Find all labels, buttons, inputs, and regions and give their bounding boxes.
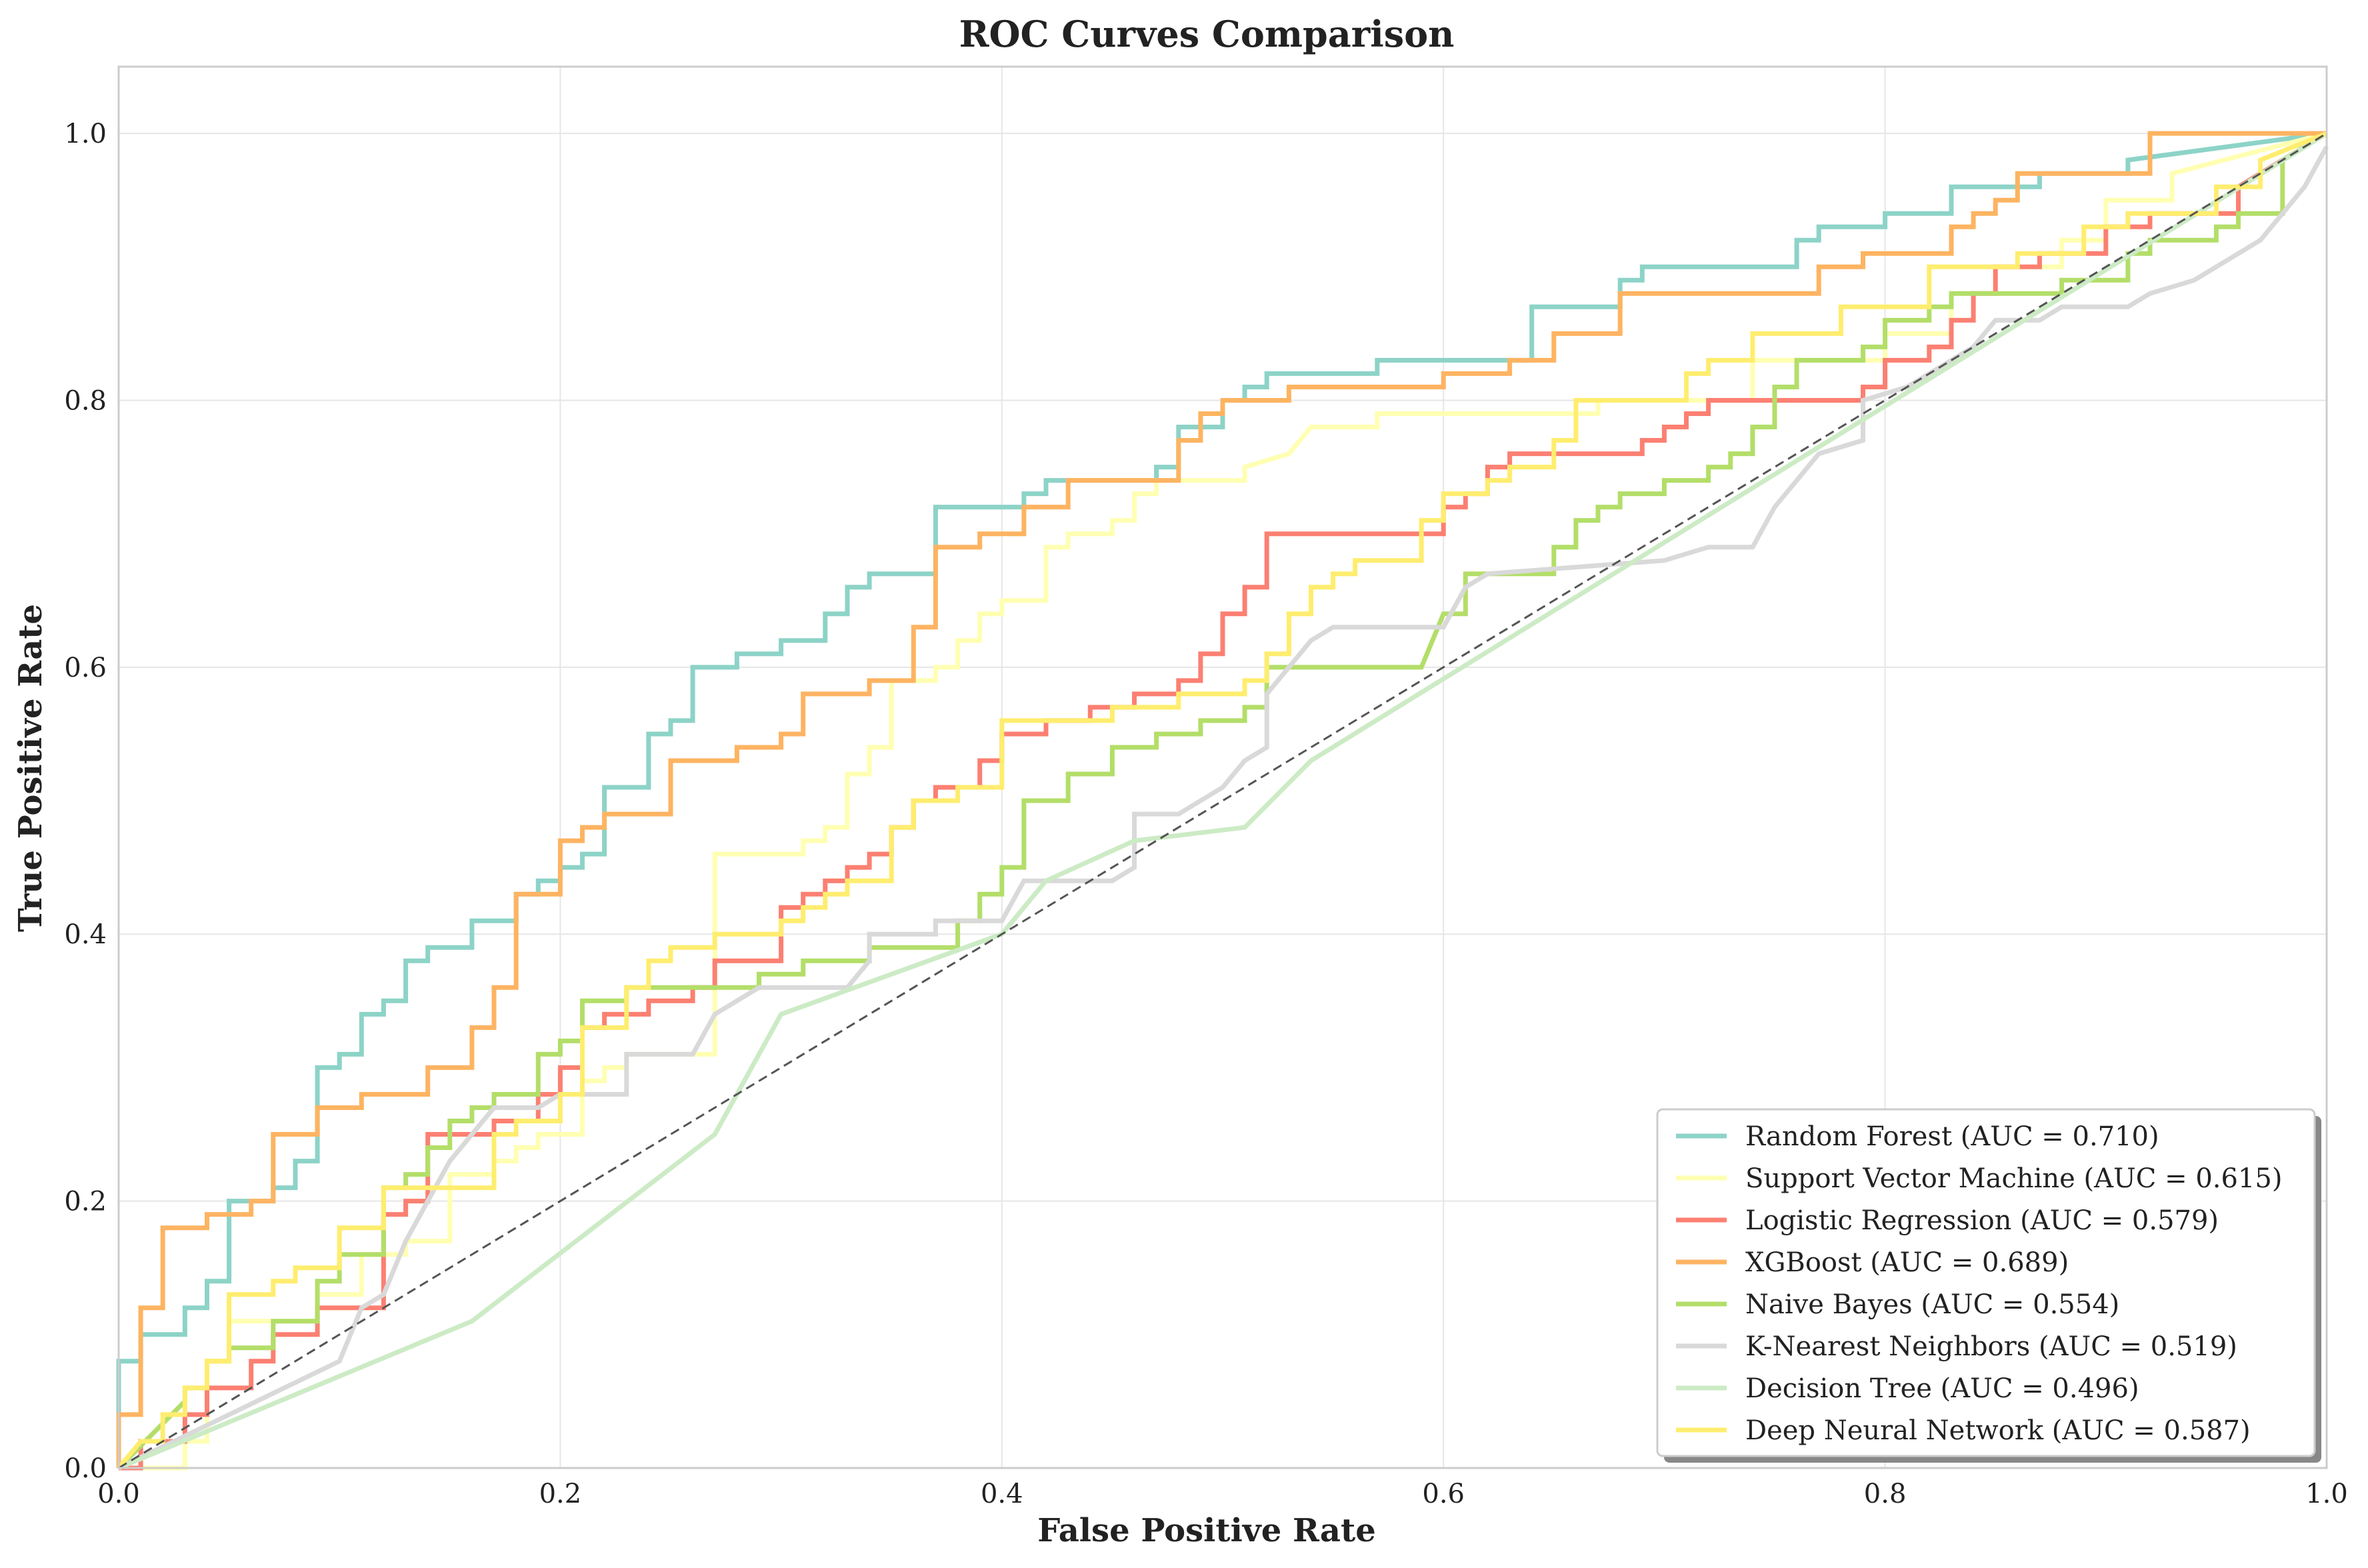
reference-diagonal-line: [118, 132, 2327, 1469]
y-tick-label: 1.0: [64, 119, 107, 149]
x-axis-label: False Positive Rate: [1037, 1512, 1376, 1549]
series-line-5: [117, 131, 2328, 1470]
x-tick-label: 0.4: [981, 1479, 1023, 1509]
y-axis-ticks: 0.0 0.2 0.4 0.6 0.8 1.0: [64, 119, 107, 1484]
chart-title: ROC Curves Comparison: [959, 13, 1455, 55]
legend-box: [1656, 1108, 2316, 1457]
legend-entry: Random Forest (AUC = 0.710): [1745, 1121, 2159, 1152]
x-tick-label: 0.6: [1422, 1479, 1465, 1509]
y-tick-label: 0.8: [64, 385, 107, 416]
legend-entry: Deep Neural Network (AUC = 0.587): [1745, 1415, 2251, 1446]
plot-frame: [117, 65, 2328, 1469]
legend-entry: Decision Tree (AUC = 0.496): [1745, 1373, 2139, 1404]
x-axis-ticks: 0.0 0.2 0.4 0.6 0.8 1.0: [97, 1479, 2348, 1509]
series-line-4: [116, 131, 2327, 1468]
series-line-2: [119, 131, 2327, 1471]
x-tick-label: 0.0: [97, 1479, 140, 1509]
x-tick-label: 0.2: [539, 1479, 582, 1509]
x-tick-label: 0.8: [1864, 1479, 1907, 1509]
y-axis-label: True Positive Rate: [12, 604, 49, 932]
x-tick-label: 1.0: [2305, 1479, 2348, 1509]
y-tick-label: 0.0: [64, 1453, 107, 1484]
legend: Random Forest (AUC = 0.710) Support Vecto…: [1656, 1108, 2321, 1463]
legend-entry: Naive Bayes (AUC = 0.554): [1745, 1289, 2119, 1320]
series-line-8: [117, 131, 2328, 1470]
y-tick-label: 0.4: [64, 919, 107, 950]
legend-entry: Logistic Regression (AUC = 0.579): [1745, 1205, 2219, 1236]
legend-entry: Support Vector Machine (AUC = 0.615): [1745, 1163, 2282, 1194]
y-tick-label: 0.2: [64, 1187, 107, 1217]
legend-entry: XGBoost (AUC = 0.689): [1745, 1247, 2069, 1278]
y-tick-label: 0.6: [64, 653, 107, 683]
legend-entry: K-Nearest Neighbors (AUC = 0.519): [1745, 1331, 2237, 1362]
series-line-1: [116, 131, 2327, 1468]
